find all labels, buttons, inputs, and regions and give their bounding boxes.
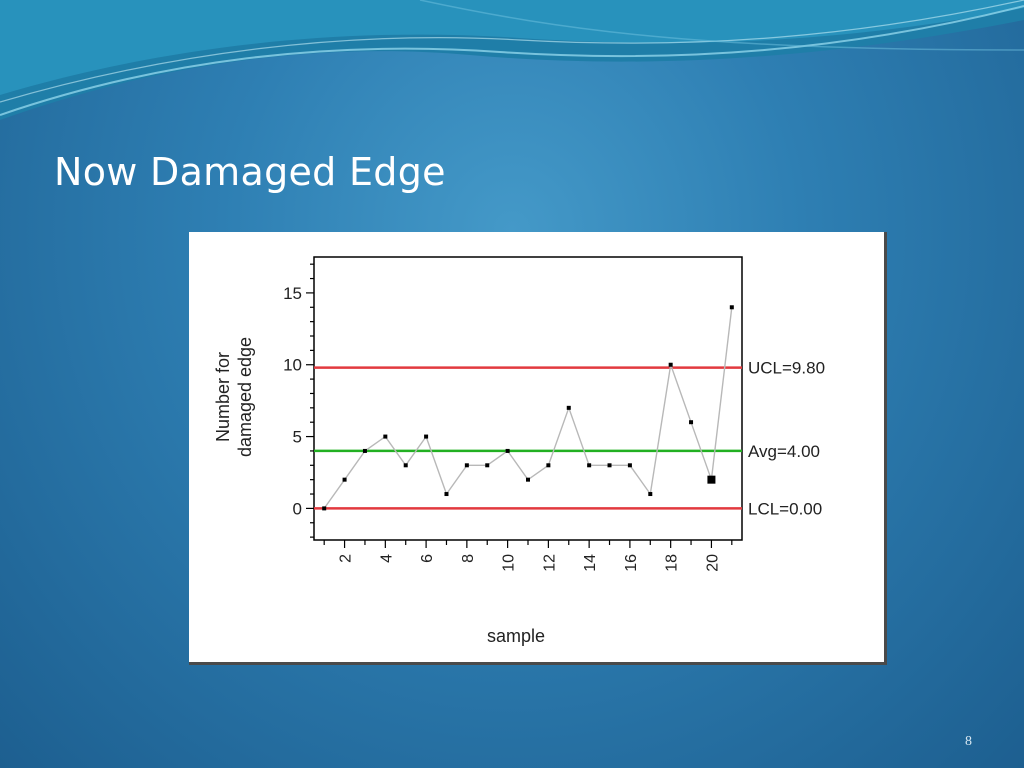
page-number: 8 bbox=[965, 734, 972, 749]
data-point bbox=[668, 362, 673, 367]
data-point bbox=[444, 492, 449, 497]
data-point bbox=[729, 305, 734, 310]
control-line-label: UCL=9.80 bbox=[748, 359, 825, 378]
data-point bbox=[505, 448, 510, 453]
x-tick-label: 12 bbox=[541, 554, 558, 572]
plot-frame bbox=[313, 256, 743, 541]
y-axis-title-line: Number for bbox=[213, 352, 233, 442]
header-waves-decoration bbox=[0, 0, 1024, 120]
x-tick-label: 18 bbox=[664, 554, 681, 572]
data-point bbox=[424, 434, 429, 439]
x-tick-label: 6 bbox=[419, 554, 436, 563]
labels-layer: UCL=9.80 Avg=4.00 LCL=0.00 0 5 10 15 2 4 6 8 10 12 14… bbox=[213, 284, 825, 646]
data-point bbox=[546, 463, 551, 468]
y-tick-label: 10 bbox=[283, 356, 302, 375]
data-point bbox=[526, 477, 530, 482]
y-axis-title-line: damaged edge bbox=[235, 337, 255, 457]
data-point bbox=[403, 463, 408, 468]
x-tick-label: 8 bbox=[460, 554, 477, 563]
control-line-label: Avg=4.00 bbox=[748, 442, 820, 461]
data-point bbox=[383, 434, 388, 439]
data-point bbox=[627, 463, 632, 468]
y-axis-title: Number for damaged edge bbox=[213, 337, 255, 457]
x-tick-label: 16 bbox=[623, 554, 640, 572]
data-point bbox=[587, 463, 592, 468]
data-point bbox=[342, 477, 347, 482]
data-point bbox=[322, 506, 327, 511]
x-tick-label: 14 bbox=[582, 554, 599, 572]
x-tick-label: 2 bbox=[338, 554, 355, 563]
x-tick-label: 4 bbox=[378, 554, 395, 563]
x-tick-label: 20 bbox=[704, 554, 721, 572]
y-tick-label: 15 bbox=[283, 284, 302, 303]
control-lines bbox=[314, 366, 742, 510]
data-point bbox=[362, 448, 367, 453]
series-layer bbox=[322, 305, 734, 511]
data-point bbox=[648, 492, 653, 497]
slide-title: Now Damaged Edge bbox=[54, 150, 446, 194]
axes-layer bbox=[306, 263, 733, 548]
control-chart-svg: UCL=9.80 Avg=4.00 LCL=0.00 0 5 10 15 2 4 6 8 10 12 14… bbox=[213, 256, 825, 646]
x-tick-label: 10 bbox=[501, 554, 518, 572]
data-point bbox=[607, 463, 612, 468]
y-tick-label: 0 bbox=[293, 499, 302, 518]
data-point bbox=[485, 463, 490, 468]
plot-area bbox=[313, 256, 743, 541]
x-axis-title: sample bbox=[487, 626, 545, 646]
control-line-label: LCL=0.00 bbox=[748, 499, 822, 518]
data-point bbox=[566, 405, 571, 410]
data-point bbox=[464, 463, 469, 468]
highlighted-data-point bbox=[707, 475, 716, 484]
y-tick-label: 5 bbox=[293, 428, 302, 447]
data-point bbox=[689, 420, 694, 425]
control-chart: UCL=9.80 Avg=4.00 LCL=0.00 0 5 10 15 2 4 6 8 10 12 14… bbox=[189, 232, 887, 665]
